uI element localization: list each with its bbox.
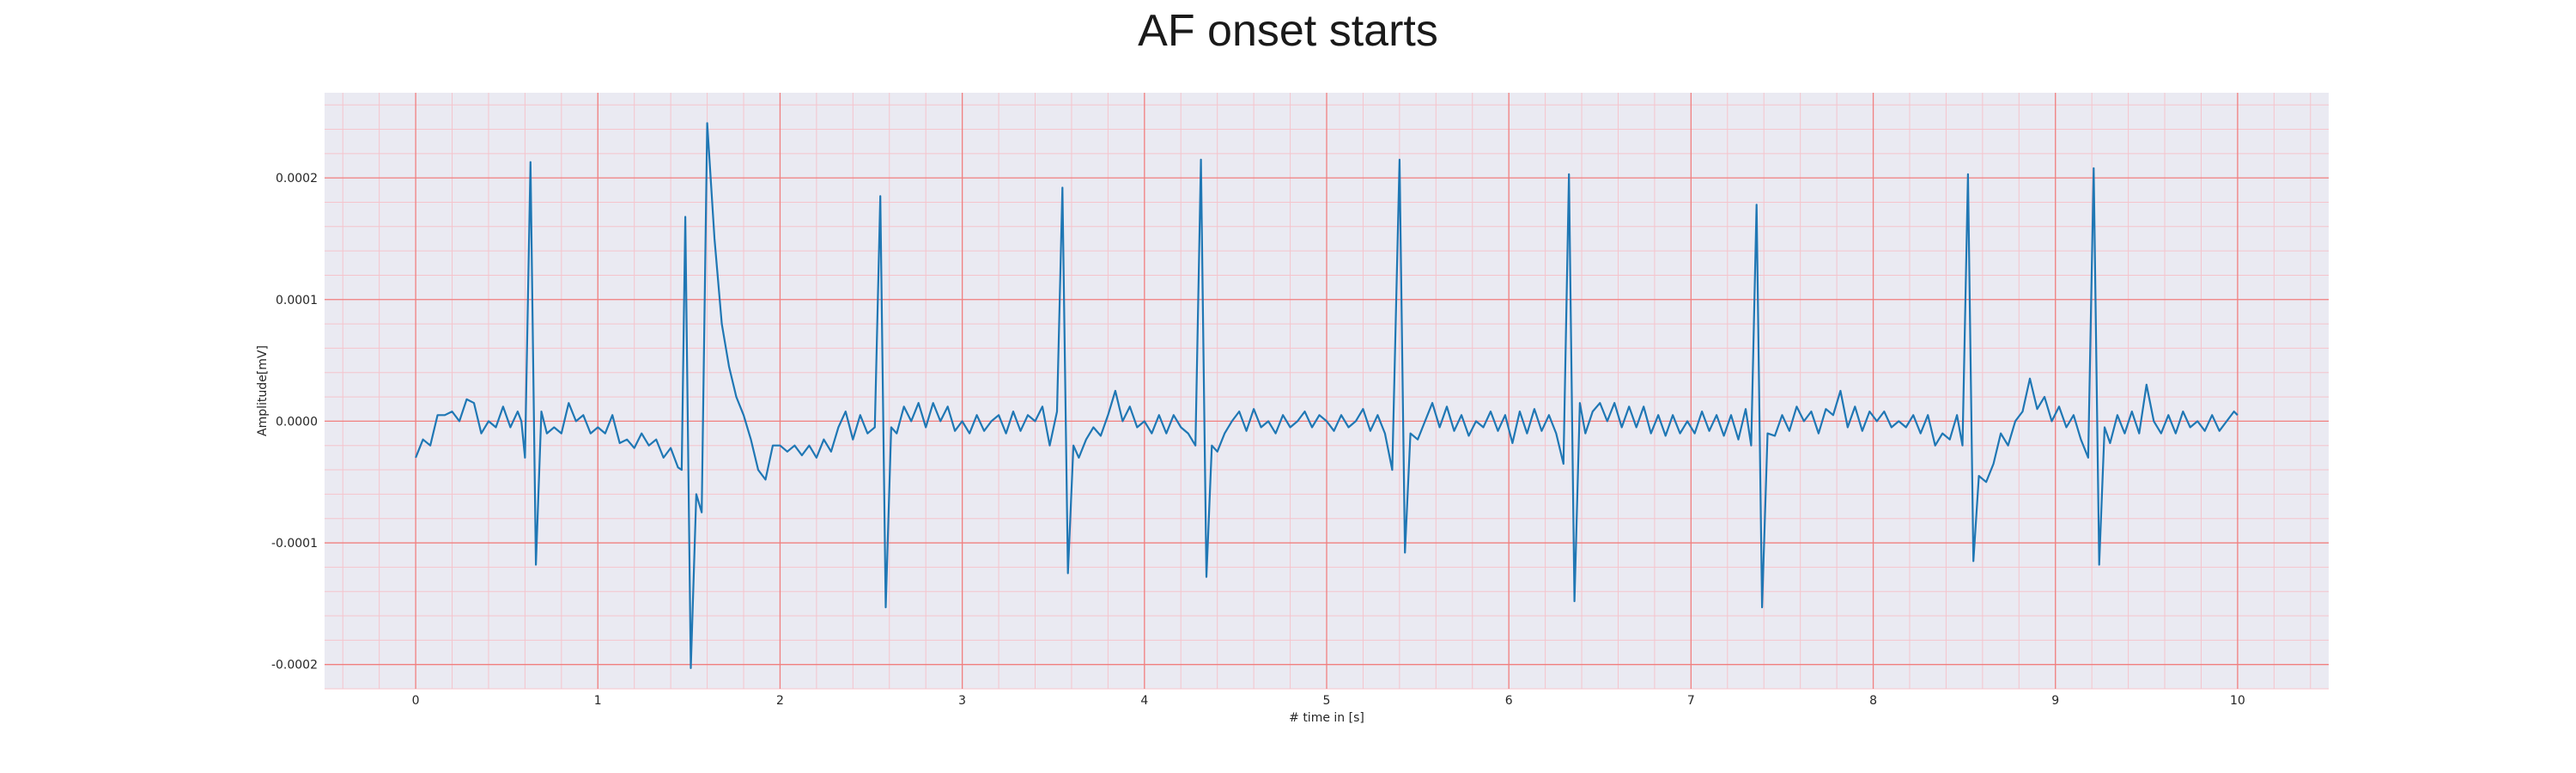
major-grid [325, 93, 2329, 689]
y-tick-label: -0.0001 [271, 537, 318, 551]
x-tick-label: 5 [1323, 694, 1331, 708]
x-axis-label: # time in [s] [1289, 711, 1364, 725]
x-tick-label: 6 [1505, 694, 1513, 708]
ecg-trace-line [415, 122, 2239, 669]
x-tick-label: 10 [2230, 694, 2245, 708]
x-tick-label: 2 [776, 694, 784, 708]
x-tick-label: 1 [594, 694, 602, 708]
y-tick-label: 0.0001 [276, 294, 318, 307]
x-tick-label: 8 [1869, 694, 1877, 708]
y-tick-label: -0.0002 [271, 659, 318, 673]
x-tick-label: 0 [412, 694, 420, 708]
y-tick-label: 0.0002 [276, 172, 318, 186]
y-tick-label: 0.0000 [276, 415, 318, 429]
x-tick-label: 4 [1140, 694, 1148, 708]
chart-title: AF onset starts [1138, 6, 1438, 56]
y-tick-labels: -0.0002 -0.0001 0.0000 0.0001 0.0002 [271, 172, 318, 673]
x-tick-label: 7 [1687, 694, 1695, 708]
x-tick-labels: 0 1 2 3 4 5 6 7 8 9 10 [412, 694, 2245, 708]
y-axis-label: Amplitude[mV] [256, 345, 270, 436]
x-tick-label: 9 [2051, 694, 2059, 708]
x-tick-label: 3 [958, 694, 966, 708]
